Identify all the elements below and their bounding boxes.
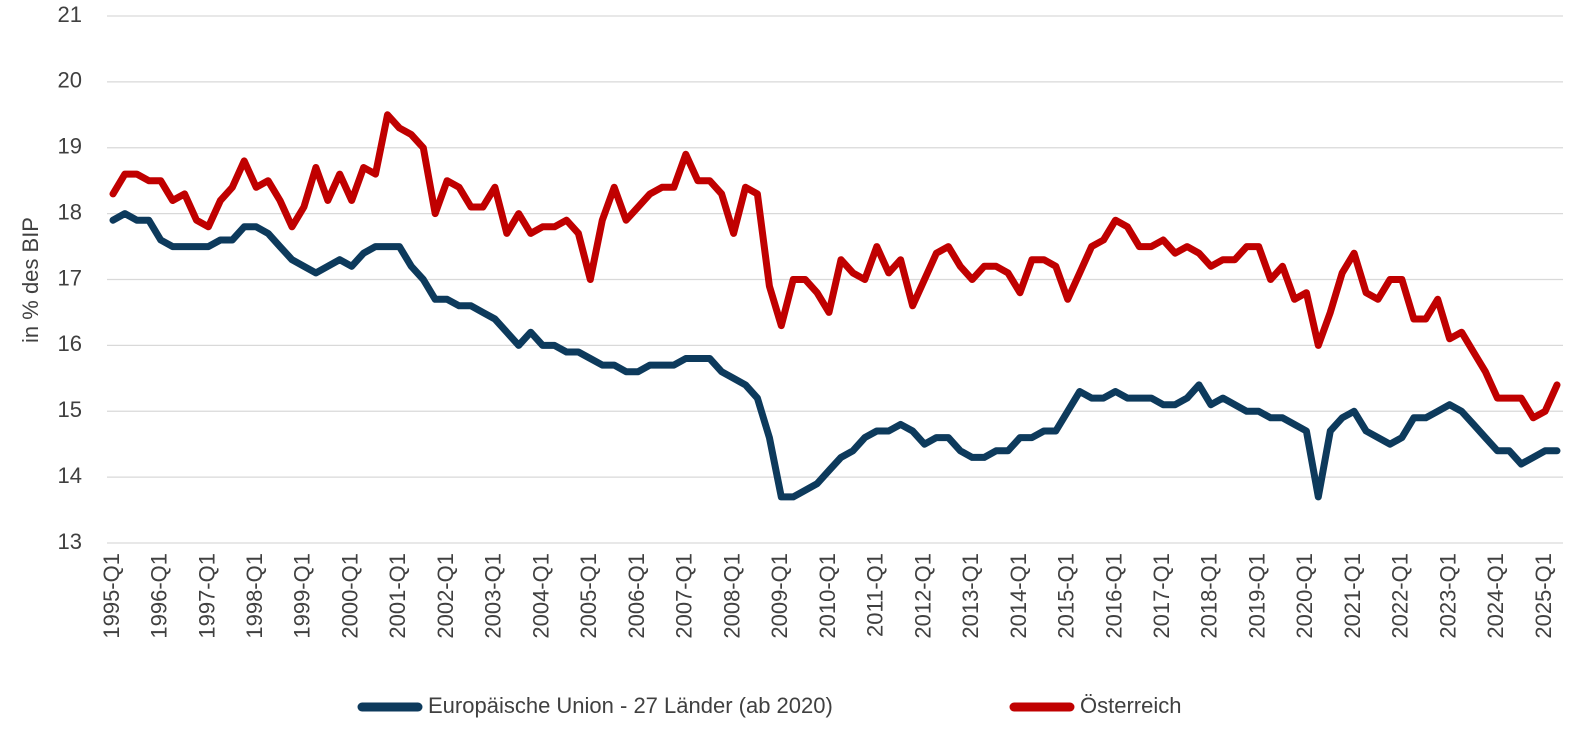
x-tick-label: 2013-Q1 xyxy=(958,553,983,639)
y-tick-label: 21 xyxy=(58,2,82,27)
x-tick-label: 2025-Q1 xyxy=(1531,553,1556,639)
x-tick-label: 2015-Q1 xyxy=(1054,553,1079,639)
data-line xyxy=(109,111,1561,422)
data-line xyxy=(109,210,1561,501)
x-tick-label: 2008-Q1 xyxy=(719,553,744,639)
x-tick-label: 2023-Q1 xyxy=(1435,553,1460,639)
y-tick-label: 16 xyxy=(58,331,82,356)
x-tick-label: 2012-Q1 xyxy=(910,553,935,639)
y-tick-label: 19 xyxy=(58,134,82,159)
x-tick-label: 2005-Q1 xyxy=(576,553,601,639)
x-tick-label: 2019-Q1 xyxy=(1244,553,1269,639)
x-tick-label: 2016-Q1 xyxy=(1101,553,1126,639)
x-tick-label: 2004-Q1 xyxy=(528,553,553,639)
x-tick-label: 2017-Q1 xyxy=(1149,553,1174,639)
x-tick-label: 2010-Q1 xyxy=(815,553,840,639)
x-tick-label: 2001-Q1 xyxy=(385,553,410,639)
x-tick-label: 1999-Q1 xyxy=(290,553,315,639)
x-tick-label: 2020-Q1 xyxy=(1292,553,1317,639)
y-tick-label: 15 xyxy=(58,397,82,422)
x-tick-label: 2014-Q1 xyxy=(1006,553,1031,639)
x-tick-label: 2011-Q1 xyxy=(863,553,888,637)
x-tick-label: 2007-Q1 xyxy=(672,553,697,639)
y-axis-title: in % des BIP xyxy=(18,217,43,343)
x-tick-label: 2003-Q1 xyxy=(481,553,506,639)
x-tick-label: 1995-Q1 xyxy=(99,553,124,639)
x-tick-label: 2009-Q1 xyxy=(767,553,792,639)
y-tick-label: 20 xyxy=(58,68,82,93)
legend-label: Europäische Union - 27 Länder (ab 2020) xyxy=(428,693,833,718)
y-tick-label: 14 xyxy=(58,463,82,488)
x-tick-label: 1996-Q1 xyxy=(147,553,172,639)
legend-label: Österreich xyxy=(1080,693,1181,718)
x-tick-label: 2006-Q1 xyxy=(624,553,649,639)
y-tick-label: 13 xyxy=(58,529,82,554)
x-tick-label: 1997-Q1 xyxy=(194,553,219,639)
x-tick-label: 2022-Q1 xyxy=(1388,553,1413,639)
x-tick-label: 2000-Q1 xyxy=(337,553,362,639)
y-tick-label: 17 xyxy=(58,265,82,290)
x-tick-label: 1998-Q1 xyxy=(242,553,267,639)
x-tick-label: 2024-Q1 xyxy=(1483,553,1508,639)
x-tick-label: 2018-Q1 xyxy=(1197,553,1222,639)
y-tick-label: 18 xyxy=(58,199,82,224)
x-tick-label: 2021-Q1 xyxy=(1340,553,1365,639)
x-tick-label: 2002-Q1 xyxy=(433,553,458,639)
